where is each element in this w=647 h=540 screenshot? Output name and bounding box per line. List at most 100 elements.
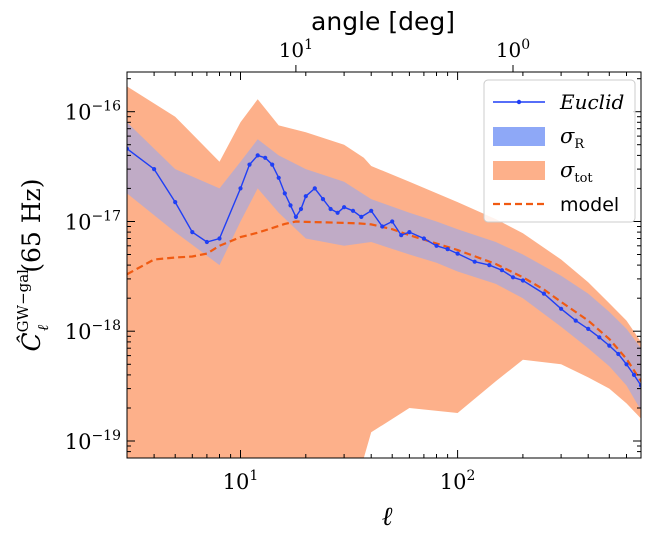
euclid-point bbox=[282, 191, 287, 196]
y-tick-label: 10−19 bbox=[65, 428, 121, 454]
euclid-point bbox=[173, 200, 178, 205]
x-tick-label-base: 10 bbox=[440, 470, 467, 494]
euclid-point bbox=[586, 326, 591, 331]
euclid-point bbox=[247, 162, 252, 167]
legend-euclid-marker bbox=[516, 99, 522, 105]
euclid-point bbox=[638, 383, 641, 388]
x-tick-label: 102 bbox=[440, 468, 476, 494]
top-axis-title: angle [deg] bbox=[311, 7, 455, 36]
euclid-point bbox=[238, 186, 243, 191]
y-tick-label: 10−17 bbox=[65, 209, 121, 235]
legend-sigma-r-patch bbox=[493, 127, 545, 146]
euclid-point bbox=[342, 205, 347, 210]
top-tick-label-base: 10 bbox=[496, 38, 521, 62]
euclid-point bbox=[455, 251, 460, 256]
y-tick-label: 10−18 bbox=[65, 318, 121, 344]
euclid-point bbox=[270, 162, 275, 167]
y-tick-label: 10−16 bbox=[65, 99, 121, 125]
data-lines bbox=[127, 146, 641, 388]
euclid-point bbox=[559, 306, 564, 311]
y-tick-label-base: 10 bbox=[65, 320, 92, 344]
legend-sigma-r-symbol: σ bbox=[560, 124, 575, 148]
y-axis-label-sup: GW−gal bbox=[14, 269, 32, 333]
euclid-point bbox=[276, 175, 281, 180]
y-tick-label-exp: −16 bbox=[91, 99, 121, 115]
euclid-point bbox=[499, 268, 504, 273]
legend-sigma-tot-patch bbox=[493, 161, 545, 180]
y-tick-label-exp: −17 bbox=[91, 209, 121, 225]
euclid-point bbox=[445, 247, 450, 252]
euclid-point bbox=[399, 233, 404, 238]
model-line bbox=[127, 220, 641, 382]
top-tick-label-exp: 0 bbox=[521, 37, 530, 53]
euclid-point bbox=[434, 243, 439, 248]
euclid-point bbox=[127, 146, 130, 151]
x-tick-label-exp: 1 bbox=[249, 468, 258, 484]
euclid-point bbox=[487, 263, 492, 268]
euclid-point bbox=[607, 343, 612, 348]
y-tick-label-base: 10 bbox=[65, 101, 92, 125]
euclid-point bbox=[573, 318, 578, 323]
legend-box bbox=[483, 79, 636, 223]
euclid-point bbox=[303, 194, 308, 199]
euclid-point bbox=[312, 186, 317, 191]
euclid-point bbox=[541, 291, 547, 296]
x-tick-label-base: 10 bbox=[223, 470, 250, 494]
x-tick-label: 101 bbox=[223, 468, 259, 494]
euclid-point bbox=[320, 197, 326, 202]
x-tick-label-exp: 2 bbox=[467, 468, 476, 484]
euclid-point bbox=[369, 208, 374, 213]
euclid-point bbox=[350, 208, 356, 213]
euclid-point bbox=[510, 275, 516, 280]
x-axis-label: ℓ bbox=[382, 502, 393, 532]
legend-label-model: model bbox=[560, 194, 619, 216]
euclid-point bbox=[288, 203, 293, 208]
euclid-point bbox=[293, 214, 298, 219]
euclid-point bbox=[217, 236, 222, 241]
top-tick-label: 100 bbox=[496, 37, 530, 62]
top-tick-label-exp: 1 bbox=[304, 37, 313, 53]
legend: Euclid σR σtot model bbox=[483, 79, 636, 223]
legend-sigma-tot-sub: tot bbox=[574, 171, 593, 186]
euclid-point bbox=[359, 214, 364, 219]
y-axis-label-symbol: Ĉ bbox=[17, 332, 46, 351]
legend-sigma-r-sub: R bbox=[574, 137, 585, 152]
y-tick-label-exp: −18 bbox=[91, 318, 121, 334]
legend-label-sigma-r: σR bbox=[560, 124, 585, 152]
euclid-point bbox=[616, 351, 621, 357]
euclid-point bbox=[335, 210, 340, 215]
top-tick-label-base: 10 bbox=[279, 38, 304, 62]
euclid-point bbox=[298, 206, 304, 212]
euclid-point bbox=[390, 219, 395, 224]
euclid-point bbox=[624, 362, 629, 367]
euclid-point bbox=[421, 236, 426, 241]
euclid-point bbox=[255, 153, 260, 158]
euclid-point bbox=[328, 206, 333, 212]
legend-label-sigma-tot: σtot bbox=[560, 158, 593, 186]
y-axis-label-suffix: (65 Hz) bbox=[17, 179, 46, 273]
y-axis-label-sub: ℓ bbox=[34, 325, 52, 331]
euclid-point bbox=[190, 230, 195, 235]
euclid-point bbox=[407, 230, 412, 235]
euclid-point bbox=[204, 239, 209, 245]
y-tick-label-exp: −19 bbox=[91, 428, 121, 444]
legend-sigma-tot-symbol: σ bbox=[560, 158, 575, 182]
sigma-r-band bbox=[127, 122, 641, 411]
euclid-point bbox=[597, 335, 602, 340]
y-tick-label-base: 10 bbox=[65, 430, 92, 454]
y-axis-label: ĈGW−gal ℓ (65 Hz) bbox=[14, 179, 52, 352]
y-tick-label-base: 10 bbox=[65, 211, 92, 235]
euclid-point bbox=[631, 372, 637, 377]
legend-label-euclid: Euclid bbox=[559, 90, 624, 114]
euclid-point bbox=[263, 155, 268, 160]
euclid-point bbox=[152, 167, 157, 172]
euclid-point bbox=[520, 278, 526, 283]
euclid-point bbox=[380, 224, 385, 229]
top-tick-label: 101 bbox=[279, 37, 313, 62]
euclid-point bbox=[472, 259, 477, 264]
uncertainty-bands bbox=[127, 86, 641, 458]
